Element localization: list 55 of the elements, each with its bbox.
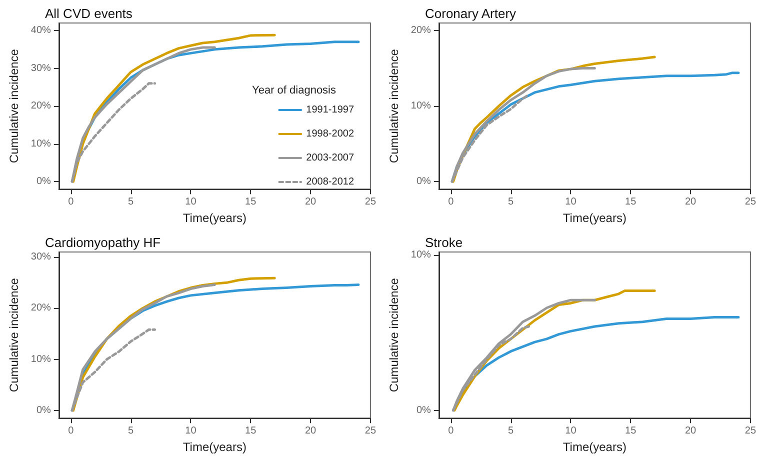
y-tick-label: 0% (36, 404, 52, 416)
y-tick-label: 20% (410, 25, 432, 36)
y-tick-label: 0% (416, 176, 432, 188)
x-tick-label: 15 (625, 426, 637, 437)
x-tick-label: 10 (185, 426, 197, 437)
y-tick-label: 30% (30, 252, 52, 263)
legend-label: 1991-1997 (306, 104, 354, 116)
x-tick-label: 20 (684, 196, 697, 208)
x-tick-label: 5 (128, 196, 134, 208)
y-tick-label: 0% (416, 404, 432, 416)
legend-label: 1998-2002 (306, 128, 354, 140)
x-tick-label: 25 (364, 426, 376, 437)
y-axis-title: Cumulative incidence (7, 48, 21, 164)
x-tick-label: 10 (565, 196, 577, 208)
x-tick-label: 25 (364, 196, 376, 208)
x-tick-label: 5 (508, 426, 514, 437)
y-tick-label: 10% (30, 138, 52, 150)
x-axis-title: Time(years) (562, 211, 626, 225)
legend-label: 2003-2007 (306, 152, 354, 164)
y-tick-label: 10% (30, 354, 52, 365)
x-tick-label: 20 (684, 426, 697, 437)
x-tick-label: 0 (68, 196, 74, 208)
x-tick-label: 0 (448, 426, 454, 437)
legend-label: 2008-2012 (306, 176, 354, 188)
x-axis-title: Time(years) (182, 211, 246, 225)
x-tick-label: 10 (185, 196, 197, 208)
y-axis-title: Cumulative incidence (387, 48, 401, 164)
y-tick-label: 20% (30, 100, 52, 112)
chart-title: Stroke (425, 235, 463, 250)
chart-title: Cardiomyopathy HF (45, 235, 161, 250)
x-axis-title: Time(years) (182, 440, 246, 454)
y-tick-label: 20% (30, 302, 52, 314)
x-tick-label: 5 (508, 196, 514, 208)
x-tick-label: 25 (744, 196, 756, 208)
y-tick-label: 40% (30, 25, 52, 36)
chart-title: Coronary Artery (425, 6, 517, 21)
x-axis-title: Time(years) (562, 440, 626, 454)
x-tick-label: 20 (304, 426, 317, 437)
x-tick-label: 0 (68, 426, 74, 437)
x-tick-label: 20 (304, 196, 317, 208)
x-tick-label: 25 (744, 426, 756, 437)
x-tick-label: 0 (448, 196, 454, 208)
y-axis-title: Cumulative incidence (387, 278, 401, 392)
y-tick-label: 10% (410, 100, 432, 112)
y-tick-label: 10% (410, 250, 432, 261)
x-tick-label: 15 (245, 196, 257, 208)
y-axis-title: Cumulative incidence (7, 278, 21, 392)
y-tick-label: 0% (36, 176, 52, 188)
x-tick-label: 10 (565, 426, 577, 437)
legend-title: Year of diagnosis (252, 84, 336, 96)
y-tick-label: 30% (30, 62, 52, 74)
chart-title: All CVD events (45, 6, 133, 21)
x-tick-label: 15 (245, 426, 257, 437)
x-tick-label: 5 (128, 426, 134, 437)
x-tick-label: 15 (625, 196, 637, 208)
